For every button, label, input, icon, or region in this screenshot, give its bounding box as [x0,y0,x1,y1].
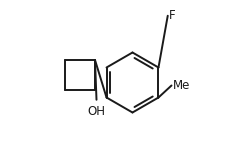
Text: Me: Me [173,79,190,92]
Text: OH: OH [88,105,105,118]
Text: F: F [169,9,176,22]
